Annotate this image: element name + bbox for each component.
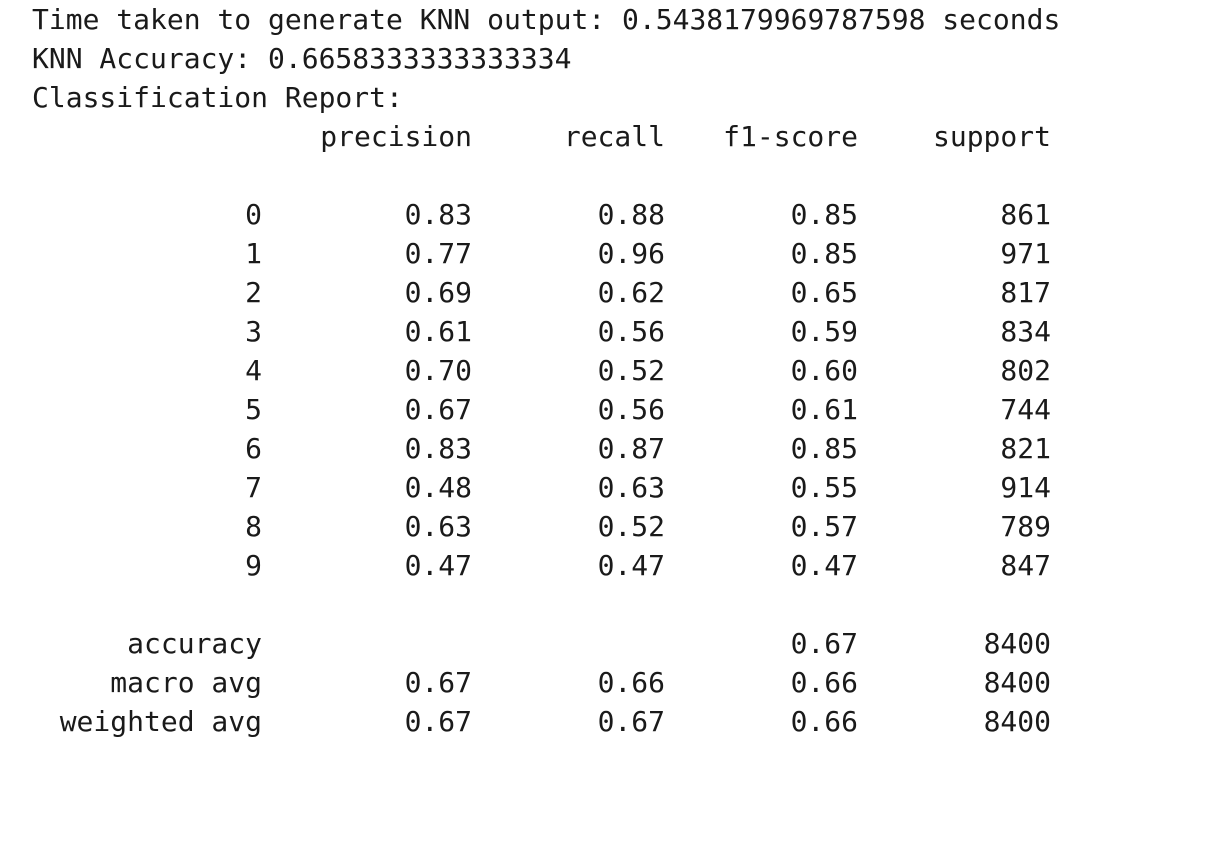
header-recall: recall (563, 120, 665, 153)
precision-value: 0.83 (404, 198, 472, 231)
support-value: 789 (1000, 510, 1051, 543)
row-label: 2 (245, 276, 262, 309)
f1-score-value: 0.85 (790, 237, 858, 270)
class-row: 1 0.77 0.96 0.85 971 (32, 234, 1222, 273)
recall-value: 0.63 (597, 471, 665, 504)
f1-score-value: 0.66 (790, 666, 858, 699)
class-row: 7 0.48 0.63 0.55 914 (32, 468, 1222, 507)
recall-value: 0.62 (597, 276, 665, 309)
row-label: 3 (245, 315, 262, 348)
f1-score-value: 0.67 (790, 627, 858, 660)
summary-row: weighted avg 0.67 0.67 0.66 8400 (32, 702, 1222, 741)
support-value: 861 (1000, 198, 1051, 231)
support-value: 847 (1000, 549, 1051, 582)
row-label: 8 (245, 510, 262, 543)
precision-value: 0.67 (404, 393, 472, 426)
header-f1-score: f1-score (723, 120, 858, 153)
recall-value: 0.88 (597, 198, 665, 231)
row-label: 1 (245, 237, 262, 270)
class-row: 8 0.63 0.52 0.57 789 (32, 507, 1222, 546)
support-value: 8400 (983, 627, 1051, 660)
f1-score-value: 0.65 (790, 276, 858, 309)
console-output: Time taken to generate KNN output: 0.543… (32, 0, 1222, 741)
f1-score-value: 0.47 (790, 549, 858, 582)
support-value: 817 (1000, 276, 1051, 309)
class-row: 6 0.83 0.87 0.85 821 (32, 429, 1222, 468)
recall-value: 0.52 (597, 510, 665, 543)
precision-value (262, 624, 472, 663)
f1-score-value: 0.57 (790, 510, 858, 543)
row-label: 9 (245, 549, 262, 582)
support-value: 8400 (983, 705, 1051, 738)
f1-score-value: 0.66 (790, 705, 858, 738)
precision-value: 0.77 (404, 237, 472, 270)
support-value: 821 (1000, 432, 1051, 465)
f1-score-value: 0.60 (790, 354, 858, 387)
support-value: 8400 (983, 666, 1051, 699)
summary-row: accuracy 0.67 8400 (32, 624, 1222, 663)
support-value: 914 (1000, 471, 1051, 504)
summary-row: macro avg 0.67 0.66 0.66 8400 (32, 663, 1222, 702)
row-label: weighted avg (59, 705, 262, 738)
f1-score-value: 0.55 (790, 471, 858, 504)
recall-value: 0.47 (597, 549, 665, 582)
precision-value: 0.67 (404, 666, 472, 699)
header-precision: precision (320, 120, 472, 153)
class-row: 2 0.69 0.62 0.65 817 (32, 273, 1222, 312)
precision-value: 0.47 (404, 549, 472, 582)
recall-value: 0.96 (597, 237, 665, 270)
class-row: 3 0.61 0.56 0.59 834 (32, 312, 1222, 351)
recall-value: 0.56 (597, 393, 665, 426)
class-row: 4 0.70 0.52 0.60 802 (32, 351, 1222, 390)
recall-value (472, 624, 665, 663)
precision-value: 0.61 (404, 315, 472, 348)
f1-score-value: 0.85 (790, 432, 858, 465)
precision-value: 0.67 (404, 705, 472, 738)
knn-accuracy-line: KNN Accuracy: 0.6658333333333334 (32, 42, 572, 75)
blank-line (32, 585, 1222, 624)
report-header-row: precision recall f1-score support (32, 117, 1222, 156)
recall-value: 0.56 (597, 315, 665, 348)
class-row: 0 0.83 0.88 0.85 861 (32, 195, 1222, 234)
row-label: accuracy (127, 627, 262, 660)
class-row: 5 0.67 0.56 0.61 744 (32, 390, 1222, 429)
support-value: 744 (1000, 393, 1051, 426)
blank-line (32, 156, 1222, 195)
support-value: 971 (1000, 237, 1051, 270)
row-label: 6 (245, 432, 262, 465)
precision-value: 0.70 (404, 354, 472, 387)
row-label: 0 (245, 198, 262, 231)
row-label: macro avg (110, 666, 262, 699)
f1-score-value: 0.59 (790, 315, 858, 348)
precision-value: 0.63 (404, 510, 472, 543)
support-value: 834 (1000, 315, 1051, 348)
header-support: support (932, 120, 1051, 153)
class-rows: 0 0.83 0.88 0.85 861 1 0.77 0.96 0.85 971 2 0.69 0.6… (32, 195, 1222, 585)
row-label: 5 (245, 393, 262, 426)
precision-value: 0.69 (404, 276, 472, 309)
summary-rows: accuracy 0.67 8400 macro avg 0.67 0.66 0.66 840… (32, 624, 1222, 741)
recall-value: 0.52 (597, 354, 665, 387)
precision-value: 0.83 (404, 432, 472, 465)
report-title: Classification Report: (32, 81, 403, 114)
class-row: 9 0.47 0.47 0.47 847 (32, 546, 1222, 585)
header-label-spacer (32, 117, 262, 156)
support-value: 802 (1000, 354, 1051, 387)
f1-score-value: 0.85 (790, 198, 858, 231)
f1-score-value: 0.61 (790, 393, 858, 426)
row-label: 7 (245, 471, 262, 504)
recall-value: 0.66 (597, 666, 665, 699)
recall-value: 0.67 (597, 705, 665, 738)
recall-value: 0.87 (597, 432, 665, 465)
precision-value: 0.48 (404, 471, 472, 504)
row-label: 4 (245, 354, 262, 387)
time-taken-line: Time taken to generate KNN output: 0.543… (32, 3, 1061, 36)
